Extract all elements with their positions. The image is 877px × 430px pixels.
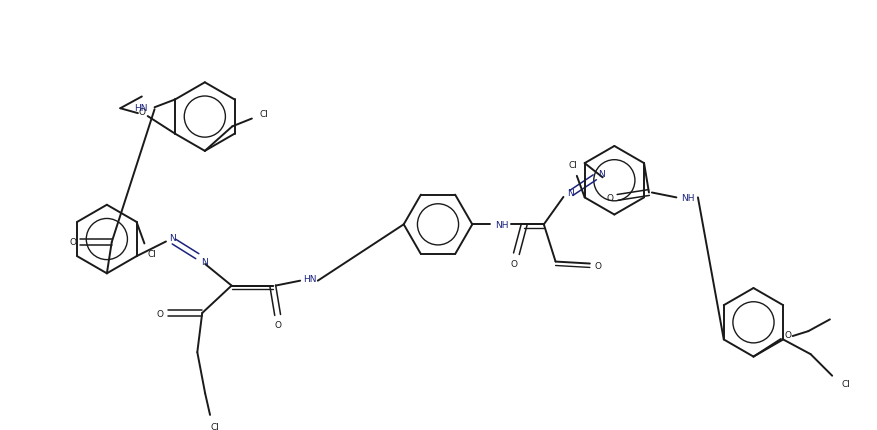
Text: HN: HN [303,275,317,283]
Text: O: O [139,108,146,117]
Text: O: O [157,309,164,318]
Text: Cl: Cl [568,160,577,169]
Text: Cl: Cl [841,379,851,388]
Text: Cl: Cl [260,110,268,119]
Text: O: O [606,194,613,203]
Text: O: O [595,261,602,270]
Text: NH: NH [681,194,695,203]
Text: N: N [598,169,605,178]
Text: O: O [275,320,282,329]
Text: O: O [784,330,791,339]
Text: NH: NH [495,220,509,229]
Text: N: N [567,189,574,198]
Text: N: N [169,233,176,243]
Text: O: O [511,259,518,268]
Text: O: O [69,238,76,247]
Text: Cl: Cl [210,422,219,430]
Text: N: N [201,257,208,266]
Text: Cl: Cl [148,249,157,258]
Text: HN: HN [134,104,147,113]
